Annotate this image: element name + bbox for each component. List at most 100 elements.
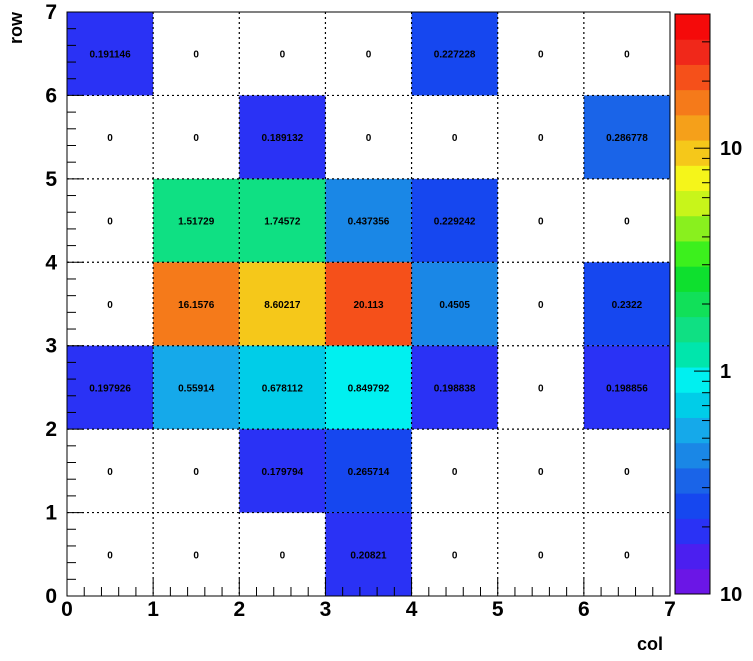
cell-value-label: 0 <box>538 50 544 61</box>
cell-value-label: 0.265714 <box>348 467 390 478</box>
heatmap-cell <box>411 178 498 263</box>
heatmap-cell <box>325 512 412 596</box>
cell-value-label: 0.227228 <box>434 50 476 61</box>
color-scale-swatch <box>675 240 710 267</box>
y-axis-title: row <box>6 11 26 44</box>
heatmap-cell <box>239 95 326 179</box>
color-scale-swatch <box>675 165 710 192</box>
cell-value-label: 0 <box>624 50 630 61</box>
plot-frame <box>66 11 671 597</box>
axis-ticks <box>66 11 671 597</box>
cell-value-label: 20.113 <box>353 300 383 311</box>
cell-value-label: 0 <box>538 550 544 561</box>
cell-value-label: 0 <box>624 467 630 478</box>
cell-value-label: 0 <box>538 217 544 228</box>
y-tick-label: 3 <box>45 335 57 358</box>
heatmap-cell <box>153 262 240 346</box>
heatmap-cell <box>239 178 326 263</box>
cell-value-label: 0.229242 <box>434 217 476 228</box>
color-scale-label: 10 <box>720 584 742 606</box>
cell-value-label: 0 <box>624 550 630 561</box>
cell-value-label: 0.191146 <box>89 50 131 61</box>
x-axis-title: col <box>637 634 663 654</box>
color-scale-swatch <box>675 442 710 469</box>
color-scale-swatch <box>675 316 710 343</box>
color-scale-swatch <box>675 392 710 418</box>
heatmap-cell <box>325 178 412 263</box>
cell-value-label: 0.55914 <box>178 383 215 394</box>
heatmap-cell <box>325 345 412 430</box>
color-scale-swatch <box>675 341 710 368</box>
heatmap-cell <box>583 345 670 430</box>
heatmap-cell <box>411 345 498 430</box>
y-tick-label: 7 <box>45 1 57 24</box>
cell-value-label: 0.198838 <box>434 383 476 394</box>
color-scale-swatch <box>675 493 710 519</box>
cell-value-label: 0.678112 <box>262 383 304 394</box>
x-tick-label: 4 <box>406 598 418 621</box>
y-tick-label: 2 <box>45 418 57 441</box>
heatmap-cell <box>325 262 412 346</box>
heatmap-cell <box>583 95 670 179</box>
x-tick-label: 2 <box>233 598 245 621</box>
color-scale-swatch <box>675 518 710 545</box>
cell-value-label: 0 <box>452 550 458 561</box>
cell-value-label: 0 <box>366 133 372 144</box>
cell-value-label: 8.60217 <box>264 300 301 311</box>
heatmap-cell <box>239 262 326 346</box>
cell-value-label: 0 <box>280 550 286 561</box>
cell-value-label: 0 <box>538 300 544 311</box>
heatmap-cell <box>153 178 240 263</box>
cell-value-label: 0 <box>193 467 199 478</box>
cell-value-label: 0 <box>624 217 630 228</box>
cell-value-label: 0.198856 <box>606 383 648 394</box>
y-tick-label: 6 <box>45 84 57 107</box>
cell-value-label: 0 <box>366 50 372 61</box>
heatmap-cell <box>67 12 154 96</box>
color-scale-labels: 10 1 10 <box>720 138 742 606</box>
cell-value-label: 0.189132 <box>261 133 303 144</box>
color-scale-swatch <box>675 114 710 141</box>
cell-value-label: 0.197926 <box>89 383 131 394</box>
color-scale-label: 10 <box>720 138 742 160</box>
color-scale-swatch <box>675 543 710 570</box>
color-scale-label: 1 <box>720 361 731 383</box>
y-tick-label: 1 <box>45 502 57 525</box>
color-scale-swatch <box>675 190 710 217</box>
cell-value-label: 0 <box>107 133 113 144</box>
heatmap-cell <box>325 429 412 513</box>
color-scale-swatch <box>675 417 710 444</box>
cell-value-label: 0 <box>280 50 286 61</box>
cell-value-label: 0 <box>193 133 199 144</box>
cell-value-label: 0 <box>107 217 113 228</box>
heatmap-cell <box>67 345 154 430</box>
cell-value-label: 1.51729 <box>178 217 215 228</box>
cell-value-label: 0 <box>452 133 458 144</box>
color-scale-swatch <box>675 14 710 40</box>
x-tick-label: 0 <box>61 598 73 621</box>
cell-value-labels: 0.191146 0 0 0 0.227228 0 0 0 0 0.189132 0 0 0 0.2867… <box>89 50 648 562</box>
cell-value-label: 0 <box>452 467 458 478</box>
heatmap-cell <box>411 262 498 346</box>
cell-value-label: 0 <box>107 550 113 561</box>
cell-value-label: 0.286778 <box>606 133 648 144</box>
cell-value-label: 0 <box>107 300 113 311</box>
color-scale-swatch <box>675 467 710 494</box>
cell-value-label: 0 <box>193 50 199 61</box>
cell-value-label: 0.849792 <box>348 383 390 394</box>
y-tick-label: 5 <box>45 168 57 191</box>
color-scale-swatch <box>675 64 710 91</box>
cell-value-label: 0 <box>107 467 113 478</box>
cell-value-label: 1.74572 <box>264 217 301 228</box>
y-tick-label: 0 <box>45 585 57 608</box>
cell-value-label: 0 <box>538 383 544 394</box>
heatmap-cell <box>239 429 326 513</box>
cell-value-label: 0 <box>538 133 544 144</box>
cell-value-label: 0.2322 <box>612 300 643 311</box>
color-scale-swatch <box>675 266 710 292</box>
x-tick-label: 7 <box>664 598 676 621</box>
x-tick-labels: 0 1 2 3 4 5 6 7 <box>61 598 676 621</box>
color-scale-swatch <box>675 215 710 242</box>
color-scale-ticks <box>694 13 710 595</box>
